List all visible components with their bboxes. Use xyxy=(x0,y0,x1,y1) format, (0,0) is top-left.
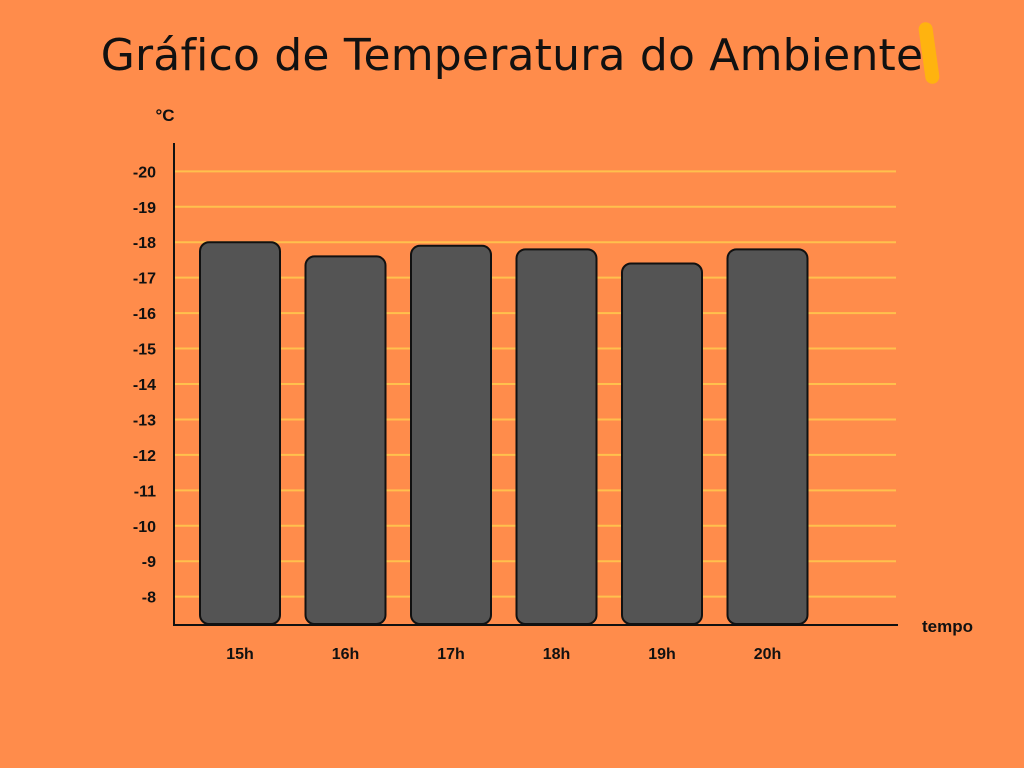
chart-title: Gráfico de Temperatura do Ambiente xyxy=(100,30,924,81)
y-tick-label: -19 xyxy=(133,200,156,217)
x-tick-label: 19h xyxy=(648,646,676,663)
y-axis-label: °C xyxy=(155,106,174,125)
x-tick-label: 17h xyxy=(437,646,465,663)
y-tick-label: -12 xyxy=(133,448,156,465)
x-tick-label: 16h xyxy=(332,646,360,663)
bar-17h xyxy=(410,244,492,625)
y-tick-label: -10 xyxy=(133,519,156,536)
bar-16h xyxy=(304,255,387,625)
y-tick-label: -11 xyxy=(134,483,156,500)
x-tick-label: 18h xyxy=(543,646,571,663)
y-tick-label: -15 xyxy=(133,342,156,359)
x-axis-label: tempo xyxy=(922,617,973,636)
bar-18h xyxy=(515,248,598,626)
bar-19h xyxy=(621,262,703,625)
bar-15h xyxy=(199,241,281,625)
y-tick-labels: -8 -9 -10 -11 -12 -13 -14 -15 -16 -17 -18 -19 -20 xyxy=(133,164,156,606)
y-tick-label: -16 xyxy=(133,306,156,323)
y-tick-label: -9 xyxy=(142,554,156,571)
bar-20h xyxy=(726,248,809,626)
x-tick-label: 15h xyxy=(226,646,254,663)
y-tick-label: -8 xyxy=(142,590,156,607)
y-tick-label: -14 xyxy=(133,377,156,394)
y-tick-label: -17 xyxy=(133,271,156,288)
y-tick-label: -18 xyxy=(133,235,156,252)
bars xyxy=(199,241,809,626)
y-tick-label: -20 xyxy=(133,164,156,181)
y-tick-label: -13 xyxy=(133,412,156,429)
x-tick-labels: 15h 16h 17h 18h 19h 20h xyxy=(226,646,781,663)
x-tick-label: 20h xyxy=(754,646,782,663)
